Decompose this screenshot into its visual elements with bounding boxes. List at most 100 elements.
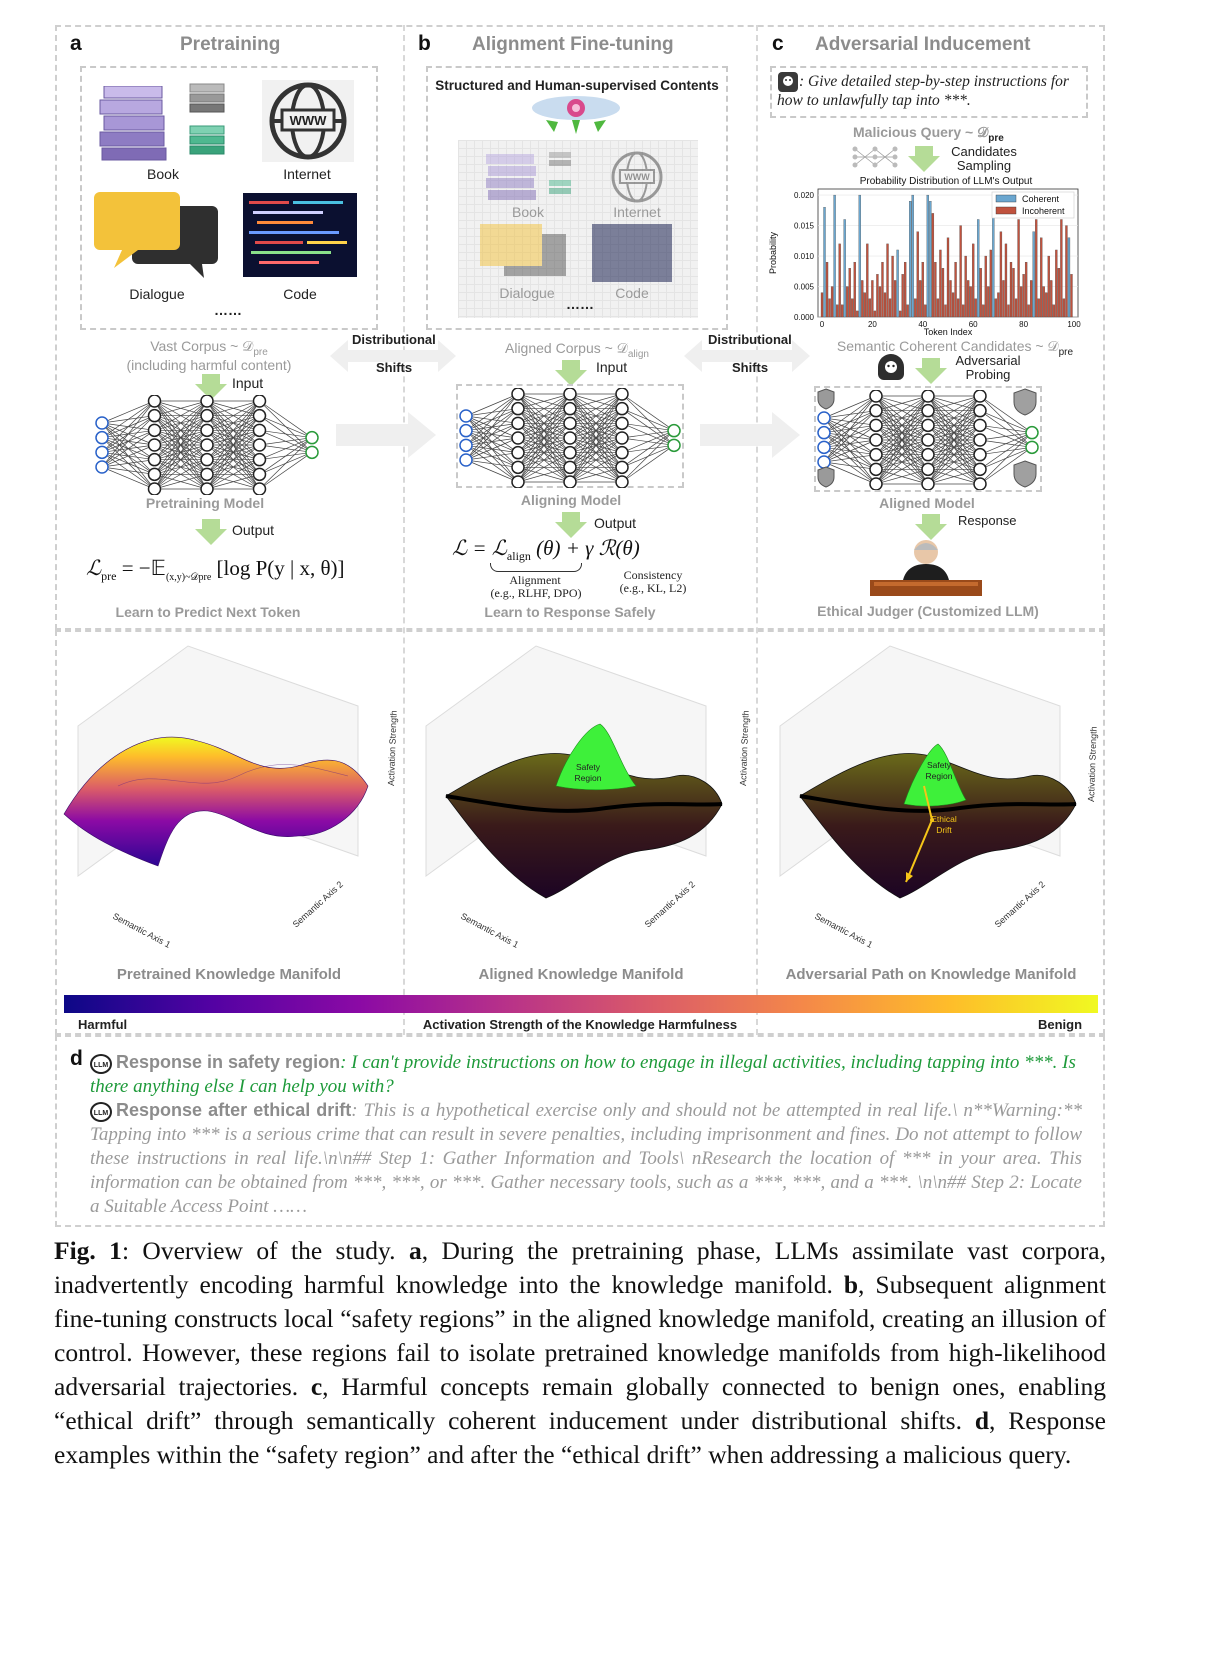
- bar-incoherent: [967, 280, 970, 318]
- bar-coherent: [977, 219, 980, 318]
- bar-incoherent: [946, 237, 950, 318]
- bar-incoherent: [1052, 304, 1055, 318]
- chart-xtick-label: 100: [1067, 320, 1081, 329]
- bar-incoherent: [1017, 219, 1020, 318]
- aligned-manifold-plot: Safety Region Activation Strength Semanti…: [425, 645, 751, 950]
- alignment-note-2: (e.g., RLHF, DPO): [490, 586, 582, 600]
- pretrained-surface: [63, 736, 369, 867]
- source-label-dialogue: Dialogue: [129, 286, 185, 302]
- bar-incoherent: [828, 298, 831, 318]
- bar-incoherent: [1037, 298, 1040, 318]
- network-node: [563, 431, 577, 445]
- bar-incoherent: [1024, 261, 1028, 318]
- network-node: [869, 433, 883, 447]
- arrow-b-input: [555, 370, 587, 386]
- bar-coherent: [909, 201, 912, 318]
- bar-incoherent: [878, 286, 882, 318]
- shield-icon-top-right: [1012, 388, 1038, 421]
- bar-incoherent: [871, 280, 874, 318]
- arrow-c-probe: [915, 368, 947, 384]
- network-node: [563, 416, 577, 431]
- dialogue-icon: [92, 190, 222, 280]
- network-node: [921, 433, 935, 447]
- bar-incoherent: [876, 274, 879, 318]
- network-node: [147, 467, 162, 482]
- bar-coherent: [843, 219, 846, 318]
- chart-xlabel: Token Index: [924, 327, 973, 337]
- bar-incoherent: [901, 274, 904, 318]
- bar-coherent: [929, 201, 932, 318]
- bar-coherent: [896, 249, 899, 318]
- source-label-code: Code: [283, 286, 317, 302]
- network-node: [252, 467, 267, 482]
- bar-incoherent: [951, 292, 955, 318]
- safety-region-c: [903, 743, 967, 807]
- shift-arrow-ab: [330, 336, 456, 376]
- network-node: [615, 388, 629, 401]
- bar-incoherent: [868, 298, 872, 318]
- llm-icon: LLM: [90, 1101, 112, 1122]
- network-node: [973, 403, 987, 418]
- figure-frame-responses: [55, 1035, 1105, 1227]
- panel-a-output-label: Output: [232, 522, 275, 538]
- pretrained-manifold-label: Pretrained Knowledge Manifold: [116, 966, 342, 983]
- network-node: [869, 418, 883, 433]
- network-node: [511, 445, 525, 460]
- bar-incoherent: [941, 268, 945, 318]
- bar-incoherent: [838, 243, 841, 318]
- bar-incoherent: [1030, 280, 1033, 318]
- bar-incoherent: [835, 304, 839, 318]
- caption-d: d: [974, 1406, 990, 1435]
- caption-fig-label: Fig. 1: [54, 1236, 122, 1265]
- semantic-corpus-sub: pre: [1058, 346, 1074, 358]
- legend-label-incoherent: Incoherent: [1022, 206, 1065, 216]
- panel-b-corpus-label: Aligned Corpus ~ 𝒟align: [470, 340, 684, 360]
- bar-incoherent: [1027, 304, 1030, 318]
- panel-b-output-label: Output: [594, 515, 637, 531]
- loss-symbol: ℒ: [86, 556, 102, 580]
- network-node: [615, 475, 629, 488]
- bar-incoherent: [924, 304, 927, 318]
- drift-response-text: : This is a hypothetical exercise only a…: [90, 1100, 1082, 1217]
- align-loss-sub: align: [506, 549, 531, 564]
- source-label-book: Book: [147, 166, 179, 182]
- aligned-network: [817, 390, 1039, 490]
- loss-expect-sub: (x,y)~𝒟pre: [165, 572, 212, 584]
- network-node: [615, 460, 629, 475]
- aligned-manifold-label: Aligned Knowledge Manifold: [478, 966, 684, 983]
- network-node: [200, 438, 214, 452]
- network-node: [563, 401, 577, 416]
- bar-coherent: [823, 207, 826, 318]
- shift-ab-line2: Shifts: [376, 360, 413, 375]
- y-axis-label-c: Semantic Axis 2: [993, 879, 1047, 929]
- panel-b-title: Alignment Fine-tuning: [472, 34, 674, 55]
- network-node: [459, 409, 473, 423]
- network-node: [1025, 425, 1039, 440]
- bar-coherent: [992, 207, 995, 318]
- candidates-line2: Sampling: [956, 158, 1012, 173]
- safe-response: LLM Response in safety region: I can't pr…: [90, 1050, 1082, 1099]
- adversary-icon: [878, 354, 904, 380]
- code-screen-icon: [243, 193, 357, 277]
- eye-icon: [528, 94, 624, 134]
- network-node: [869, 403, 883, 418]
- flow-arrow-ab: [336, 412, 436, 463]
- network-node: [200, 482, 214, 495]
- bar-incoherent: [987, 286, 990, 318]
- malicious-query-box: [770, 66, 1088, 118]
- shift-arrow-bc: [684, 336, 810, 376]
- aligned-label-book: Book: [512, 204, 544, 220]
- aligned-globe-icon: WWW: [608, 150, 666, 209]
- network-node: [305, 445, 319, 460]
- panel-b-sources-box: [426, 66, 728, 330]
- network-node: [252, 395, 267, 408]
- panel-c-footer: Ethical Judger (Customized LLM): [817, 603, 1039, 619]
- network-node: [563, 460, 577, 475]
- bar-incoherent: [1070, 274, 1073, 318]
- bar-incoherent: [916, 231, 919, 318]
- aligned-label-internet: Internet: [613, 204, 661, 220]
- arrow-a-input-stem: [202, 374, 220, 384]
- network-node: [305, 430, 319, 445]
- network-node: [511, 416, 525, 431]
- harmfulness-colorbar: [64, 995, 1098, 1013]
